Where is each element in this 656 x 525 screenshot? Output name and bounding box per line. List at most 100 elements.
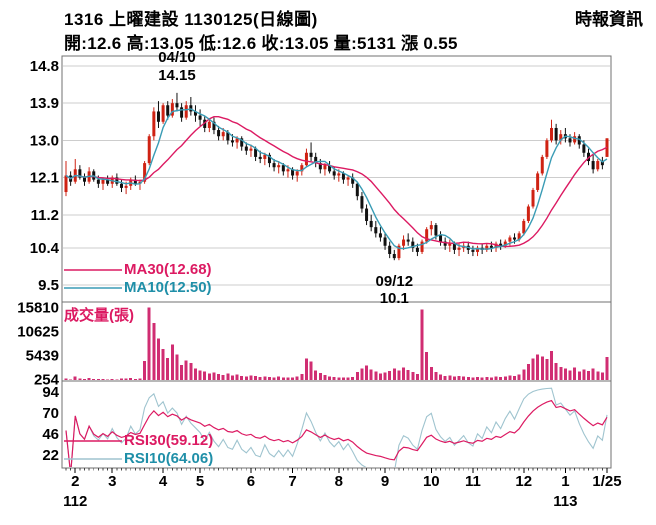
candle-body: [78, 169, 82, 178]
volume-bar: [69, 379, 73, 380]
volume-bar: [489, 377, 493, 380]
candle-body: [397, 245, 401, 259]
candle-body: [341, 173, 345, 180]
candle-body: [526, 206, 530, 221]
candle-body: [582, 144, 586, 153]
high-annotation-date: 04/10: [158, 48, 196, 66]
volume-bar: [119, 378, 123, 380]
volume-series: [64, 307, 609, 380]
candle-body: [96, 179, 100, 184]
volume-bar: [207, 373, 211, 380]
ma10-legend: MA10(12.50): [124, 279, 212, 296]
candle-body: [600, 161, 604, 166]
month-tick-label: 12: [515, 473, 532, 490]
candle-body: [429, 225, 433, 230]
volume-bar: [295, 376, 299, 380]
candle-body: [415, 247, 419, 252]
candle-body: [230, 140, 234, 143]
rsi-tick-label: 22: [42, 447, 59, 464]
candle-body: [106, 179, 110, 184]
volume-bar: [369, 369, 373, 380]
volume-bar: [249, 375, 253, 380]
candle-body: [568, 138, 572, 143]
month-tick-label: 8: [335, 473, 343, 490]
candle-body: [64, 175, 68, 193]
candle-body: [369, 220, 373, 228]
price-tick-label: 9.5: [38, 277, 59, 294]
volume-bar: [508, 375, 512, 380]
price-tick-label: 12.1: [30, 170, 59, 187]
volume-bar: [452, 376, 456, 380]
candle-body: [452, 243, 456, 250]
volume-bar: [309, 361, 313, 380]
source-label: 時報資訊: [575, 10, 643, 29]
candle-body: [355, 183, 359, 197]
candle-body: [82, 177, 86, 182]
volume-bar: [563, 368, 567, 380]
candle-body: [545, 140, 549, 157]
candle-body: [494, 243, 498, 248]
volume-bar: [517, 374, 521, 380]
candle-body: [596, 161, 600, 170]
candle-body: [328, 165, 332, 172]
volume-bar: [554, 362, 558, 380]
volume-bar: [189, 362, 193, 380]
candle-body: [221, 132, 225, 137]
candle-body: [193, 111, 197, 116]
candle-body: [573, 136, 577, 143]
volume-bar: [439, 374, 443, 380]
volume-bar: [64, 378, 68, 380]
volume-bar: [582, 369, 586, 380]
volume-bar: [471, 377, 475, 380]
candle-body: [240, 138, 244, 147]
volume-bar: [462, 376, 466, 380]
candle-body: [411, 241, 415, 248]
volume-bar: [203, 371, 207, 380]
volume-bar: [448, 375, 452, 380]
volume-bar: [166, 357, 170, 380]
volume-bar: [341, 377, 345, 380]
candle-body: [281, 165, 285, 172]
volume-bar: [374, 371, 378, 380]
month-tick-label: 1: [561, 473, 569, 490]
volume-bar: [193, 368, 197, 380]
candle-body: [124, 185, 128, 188]
price-tick-label: 13.0: [30, 132, 59, 149]
candle-body: [554, 127, 558, 141]
candle-body: [383, 237, 387, 246]
candle-body: [392, 254, 396, 259]
candle-body: [295, 171, 299, 176]
volume-bar: [272, 377, 276, 380]
volume-bar: [133, 379, 137, 380]
candle-body: [540, 156, 544, 174]
volume-bar: [240, 375, 244, 380]
candle-body: [332, 171, 336, 176]
volume-bar: [129, 378, 133, 380]
volume-bar: [573, 367, 577, 380]
volume-bar: [411, 372, 415, 380]
candle-body: [277, 165, 281, 168]
candle-body: [591, 161, 595, 170]
volume-bar: [337, 377, 341, 380]
volume-bar: [184, 360, 188, 380]
candle-body: [360, 196, 364, 209]
candle-body: [175, 103, 179, 108]
low-annotation-value: 10.1: [379, 290, 409, 308]
volume-bar: [217, 374, 221, 380]
candle-body: [180, 107, 184, 118]
volume-bar: [300, 374, 304, 380]
candle-body: [559, 134, 563, 141]
candle-body: [439, 235, 443, 242]
volume-bar: [550, 350, 554, 380]
candle-body: [503, 241, 507, 246]
volume-bar: [351, 376, 355, 380]
volume-bar: [230, 375, 234, 380]
volume-bar: [235, 374, 239, 380]
candle-body: [550, 127, 554, 141]
candle-body: [207, 121, 211, 128]
candle-body: [365, 208, 369, 221]
volume-bar: [480, 377, 484, 380]
month-tick-label: 5: [196, 473, 204, 490]
volume-bar: [568, 370, 572, 380]
volume-bar: [124, 378, 128, 380]
